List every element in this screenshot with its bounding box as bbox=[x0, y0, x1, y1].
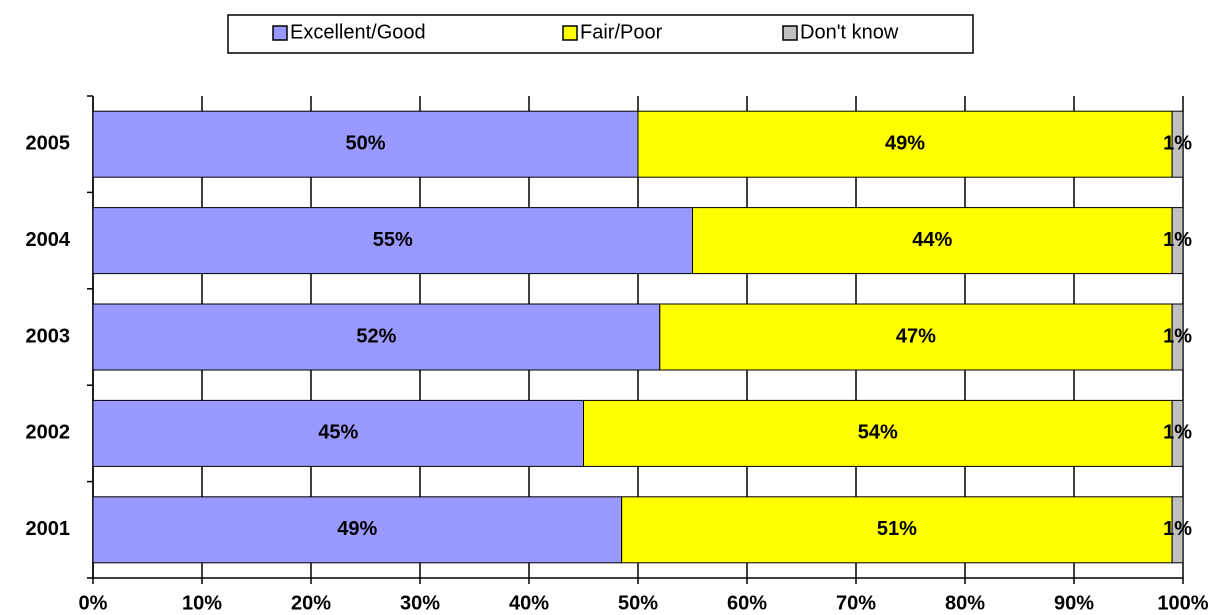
legend-label: Excellent/Good bbox=[290, 21, 426, 43]
bar-segment bbox=[92, 496, 623, 564]
x-tick-label: 40% bbox=[509, 592, 549, 614]
bar-segment bbox=[1171, 110, 1184, 178]
bar-segment bbox=[659, 303, 1173, 371]
bar-segment bbox=[692, 207, 1173, 275]
bar-segment bbox=[92, 303, 661, 371]
legend-swatch bbox=[562, 25, 578, 41]
x-tick-label: 100% bbox=[1157, 592, 1208, 614]
bar-segment bbox=[1171, 207, 1184, 275]
legend-label: Fair/Poor bbox=[580, 21, 663, 43]
x-tick-label: 80% bbox=[945, 592, 985, 614]
y-tick-label: 2001 bbox=[26, 518, 71, 540]
data-label: 1% bbox=[1163, 518, 1192, 540]
data-label: 50% bbox=[345, 132, 385, 154]
bar-segment bbox=[1171, 303, 1184, 371]
bar-segment bbox=[637, 110, 1173, 178]
x-tick-label: 0% bbox=[79, 592, 108, 614]
data-label: 1% bbox=[1163, 422, 1192, 444]
x-tick-label: 90% bbox=[1054, 592, 1094, 614]
y-tick-label: 2004 bbox=[26, 229, 71, 251]
x-tick-label: 60% bbox=[727, 592, 767, 614]
bar-segment bbox=[92, 207, 693, 275]
data-label: 55% bbox=[373, 229, 413, 251]
x-tick-label: 20% bbox=[291, 592, 331, 614]
data-label: 49% bbox=[337, 518, 377, 540]
bar-segment bbox=[583, 399, 1173, 467]
data-label: 51% bbox=[877, 518, 917, 540]
data-label: 1% bbox=[1163, 132, 1192, 154]
data-label: 47% bbox=[896, 325, 936, 347]
y-tick-label: 2003 bbox=[26, 325, 71, 347]
legend-label: Don't know bbox=[800, 21, 899, 43]
data-label: 45% bbox=[318, 422, 358, 444]
x-tick-label: 50% bbox=[618, 592, 658, 614]
legend-swatch bbox=[782, 25, 798, 41]
data-label: 54% bbox=[858, 422, 898, 444]
data-label: 52% bbox=[356, 325, 396, 347]
y-tick-label: 2005 bbox=[26, 132, 71, 154]
x-tick-label: 70% bbox=[836, 592, 876, 614]
bar-segment bbox=[92, 399, 584, 467]
data-label: 1% bbox=[1163, 229, 1192, 251]
x-tick-label: 10% bbox=[182, 592, 222, 614]
bar-segment bbox=[1171, 496, 1184, 564]
legend-box bbox=[227, 14, 974, 54]
x-tick-label: 30% bbox=[400, 592, 440, 614]
bar-segment bbox=[1171, 399, 1184, 467]
legend-swatch bbox=[272, 25, 288, 41]
data-label: 44% bbox=[912, 229, 952, 251]
y-tick-label: 2002 bbox=[26, 422, 71, 444]
data-label: 1% bbox=[1163, 325, 1192, 347]
data-label: 49% bbox=[885, 132, 925, 154]
